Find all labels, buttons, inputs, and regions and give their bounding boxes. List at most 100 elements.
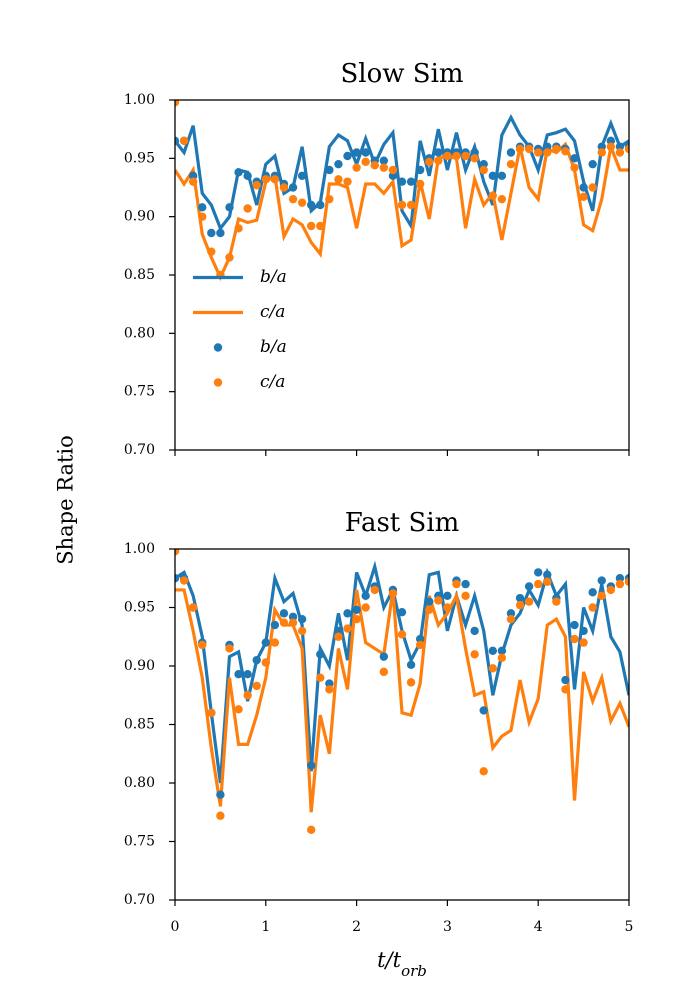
series-point bbox=[188, 603, 198, 612]
series-point bbox=[452, 579, 461, 589]
series-point bbox=[606, 142, 616, 151]
series-point bbox=[261, 658, 270, 667]
series-point bbox=[325, 165, 334, 175]
x-tick-label: 3 bbox=[443, 919, 452, 935]
series-point bbox=[615, 574, 625, 583]
series-point bbox=[307, 221, 316, 231]
series-point bbox=[334, 159, 343, 169]
series-point bbox=[397, 630, 407, 639]
marks bbox=[175, 100, 629, 282]
series-point bbox=[361, 591, 370, 600]
series-point bbox=[216, 228, 225, 238]
legend-label: c/a bbox=[260, 372, 285, 392]
series-point bbox=[316, 221, 325, 231]
series-point bbox=[488, 171, 497, 181]
series-point bbox=[307, 200, 316, 210]
y-tick-label: 0.95 bbox=[124, 150, 155, 166]
series-point bbox=[543, 142, 552, 151]
series-point bbox=[570, 163, 579, 172]
series-point bbox=[325, 679, 334, 688]
series-point bbox=[461, 591, 470, 600]
series-point bbox=[497, 194, 507, 204]
series-point bbox=[352, 605, 361, 615]
y-tick-label: 0.80 bbox=[124, 325, 155, 341]
x-axis-label: t/torb bbox=[377, 948, 427, 980]
series-point bbox=[534, 148, 543, 157]
series-point bbox=[615, 579, 625, 589]
series-point bbox=[588, 588, 597, 597]
legend-label: b/a bbox=[260, 267, 287, 287]
series-point bbox=[588, 603, 597, 612]
series-point bbox=[506, 148, 516, 157]
series-point bbox=[352, 615, 361, 624]
series-point bbox=[434, 156, 443, 165]
series-point bbox=[379, 667, 389, 677]
series-point bbox=[179, 576, 189, 585]
series-point bbox=[597, 148, 606, 157]
series-point bbox=[225, 203, 234, 212]
x-tick-label: 4 bbox=[534, 919, 543, 935]
series-point bbox=[207, 228, 216, 238]
legend-label: c/a bbox=[260, 302, 285, 322]
series-point bbox=[425, 597, 434, 606]
y-axis-label: Shape Ratio bbox=[54, 435, 78, 565]
series-point bbox=[175, 549, 180, 556]
series-point bbox=[543, 148, 552, 157]
series-point bbox=[606, 585, 616, 595]
series-point bbox=[297, 626, 307, 636]
series-point bbox=[234, 168, 243, 177]
series-point bbox=[579, 638, 588, 647]
series-point bbox=[288, 194, 298, 204]
x-tick-label: 1 bbox=[261, 919, 270, 935]
series-point bbox=[615, 142, 625, 151]
series-point bbox=[497, 171, 507, 181]
series-point bbox=[334, 626, 343, 636]
series-point bbox=[452, 151, 461, 161]
series-point bbox=[443, 591, 452, 600]
series-point bbox=[297, 171, 307, 181]
series-line bbox=[175, 560, 629, 784]
series-point bbox=[316, 200, 325, 210]
series-point bbox=[597, 591, 606, 600]
axes-frame bbox=[174, 99, 630, 451]
series-point bbox=[388, 171, 398, 181]
series-point bbox=[515, 144, 525, 154]
series-point bbox=[388, 165, 398, 175]
series-point bbox=[597, 576, 606, 585]
series-point bbox=[479, 706, 488, 715]
series-point bbox=[207, 247, 216, 256]
series-point bbox=[624, 144, 629, 154]
series-point bbox=[270, 638, 280, 647]
series-point bbox=[415, 165, 425, 175]
series-point bbox=[279, 183, 289, 192]
legend-label: b/a bbox=[260, 337, 287, 357]
series-point bbox=[252, 655, 261, 665]
y-tick-label: 0.80 bbox=[124, 775, 155, 791]
series-point bbox=[579, 183, 588, 192]
series-point bbox=[488, 191, 497, 200]
series-point bbox=[570, 154, 579, 163]
series-point bbox=[470, 148, 479, 157]
series-point bbox=[406, 660, 416, 670]
series-point bbox=[561, 147, 570, 156]
series-point bbox=[361, 157, 370, 167]
series-point bbox=[188, 171, 198, 181]
y-tick-label: 0.85 bbox=[124, 717, 155, 733]
series-point bbox=[370, 161, 379, 170]
series-point bbox=[279, 618, 289, 627]
series-point bbox=[543, 570, 552, 579]
series-point bbox=[606, 136, 616, 146]
series-point bbox=[216, 790, 225, 799]
series-point bbox=[497, 653, 507, 663]
series-point bbox=[243, 669, 252, 679]
series-point bbox=[175, 136, 180, 146]
series-point bbox=[415, 640, 425, 650]
series-point bbox=[316, 650, 325, 659]
y-tick-label: 0.85 bbox=[124, 267, 155, 283]
series-point bbox=[370, 585, 379, 595]
series-point bbox=[388, 589, 398, 598]
series-point bbox=[288, 618, 298, 627]
series-point bbox=[597, 142, 606, 151]
series-point bbox=[234, 224, 243, 233]
x-tick-label: 0 bbox=[171, 919, 180, 935]
